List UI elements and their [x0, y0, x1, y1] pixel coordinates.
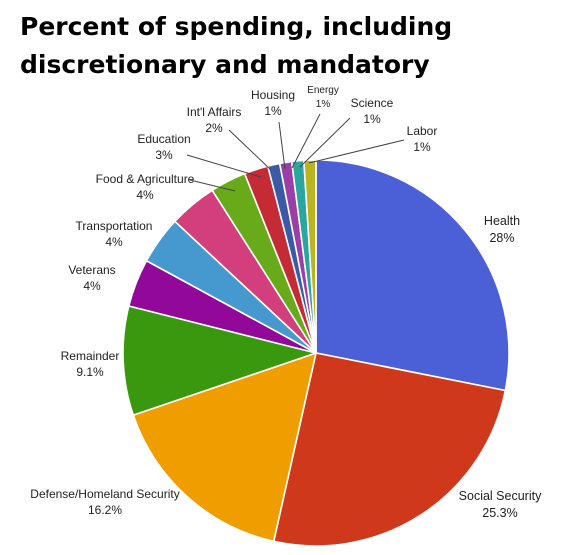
slice-label-value: 25.3% — [482, 506, 517, 520]
slice-label: Int'l Affairs 2% — [187, 105, 242, 135]
slice-label: Science 1% — [351, 96, 394, 126]
pie-slices — [122, 159, 510, 547]
slice-label-value: 1% — [316, 99, 331, 110]
pie-slice-labor — [303, 159, 317, 354]
slice-label: Defense/Homeland Security 16.2% — [30, 487, 179, 517]
slice-label: Housing 1% — [251, 88, 295, 118]
slice-label: Energy 1% — [307, 85, 339, 110]
slice-label-value: 16.2% — [88, 503, 122, 517]
leader-line — [189, 179, 236, 192]
slice-label-name: Defense/Homeland Security — [30, 487, 179, 501]
slice-label-value: 4% — [105, 235, 123, 249]
slice-label-name: Social Security — [459, 489, 542, 503]
leader-line — [186, 154, 262, 178]
slice-label-name: Health — [484, 214, 520, 228]
leader-line — [291, 113, 321, 169]
slice-label-name: Education — [137, 132, 190, 146]
slice-label-value: 2% — [205, 121, 223, 135]
slice-label-value: 4% — [83, 279, 101, 293]
slice-label-value: 1% — [363, 112, 381, 126]
slice-label-name: Veterans — [68, 263, 115, 277]
slice-label-name: Remainder — [61, 349, 120, 363]
slice-label-name: Science — [351, 96, 394, 110]
slice-label-value: 28% — [489, 231, 514, 245]
slice-label: Social Security 25.3% — [459, 489, 542, 520]
chart-title: Percent of spending, including discretio… — [20, 12, 453, 79]
pie-slice-social-security — [272, 352, 507, 547]
slice-label-name: Housing — [251, 88, 295, 102]
slice-label: Education 3% — [137, 132, 190, 162]
slice-labels: Health 28% Social Security 25.3% Defense/Hom… — [30, 85, 542, 520]
pie-slice-remainder — [122, 305, 317, 416]
slice-label: Food & Agriculture 4% — [96, 172, 195, 202]
slice-label-value: 3% — [155, 148, 173, 162]
slice-label-name: Energy — [307, 85, 339, 96]
slice-label-name: Food & Agriculture — [96, 172, 195, 186]
slice-label-value: 1% — [264, 104, 282, 118]
slice-label: Veterans 4% — [68, 263, 115, 293]
leader-line — [299, 117, 351, 168]
slice-label: Health 28% — [484, 214, 520, 245]
slice-label-name: Int'l Affairs — [187, 105, 242, 119]
slice-label-value: 1% — [413, 140, 431, 154]
leader-lines — [186, 113, 405, 192]
slice-label-name: Labor — [407, 124, 438, 138]
slice-label-value: 4% — [136, 188, 154, 202]
pie-slice-health — [315, 159, 510, 392]
leader-line — [308, 139, 405, 164]
leader-line — [278, 121, 286, 170]
slice-label-name: Transportation — [76, 219, 153, 233]
slice-label: Transportation 4% — [76, 219, 153, 249]
slice-label-value: 9.1% — [76, 365, 104, 379]
slice-label: Labor 1% — [407, 124, 438, 154]
slice-label: Remainder 9.1% — [61, 349, 120, 379]
leader-line — [228, 129, 272, 171]
